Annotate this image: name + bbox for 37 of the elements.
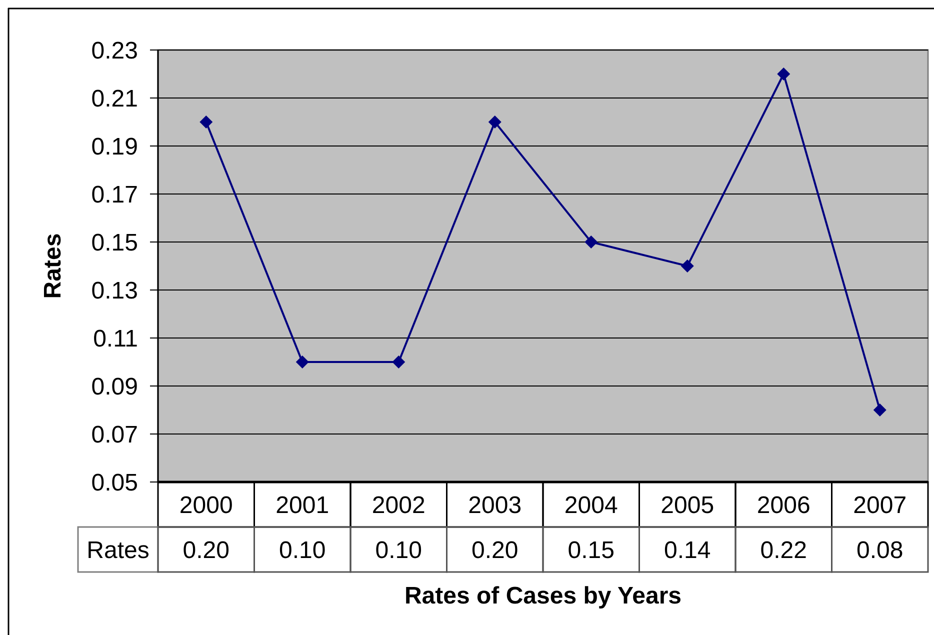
data-label: 0.20 — [182, 536, 230, 564]
point — [777, 68, 790, 80]
x-tick-label: 2000 — [179, 492, 233, 519]
data-label: 0.22 — [760, 536, 807, 564]
y-tick-label: 0.07 — [91, 421, 138, 448]
point — [488, 116, 502, 128]
point — [873, 404, 886, 416]
data-label: 0.14 — [664, 536, 711, 564]
y-tick-label: 0.21 — [91, 85, 138, 112]
point — [680, 260, 694, 272]
y-tick-label: 0.15 — [91, 229, 138, 256]
data-label: 0.15 — [568, 536, 614, 564]
x-tick-label: 2001 — [276, 492, 330, 519]
y-tick-label: 0.11 — [93, 325, 138, 352]
y-tick-label: 0.13 — [91, 277, 138, 304]
x-tick-label: 2002 — [372, 492, 426, 519]
x-tick-label: 2004 — [564, 492, 618, 519]
text: Rates — [86, 536, 150, 564]
data-label: 0.20 — [472, 536, 518, 564]
x-tick-label: 2003 — [468, 492, 522, 519]
point — [584, 236, 598, 248]
x-tick-label: 2006 — [756, 492, 810, 519]
x-axis-title: Rates of Cases by Years — [404, 582, 682, 610]
point — [200, 116, 213, 128]
y-axis-title: Rates — [39, 233, 66, 299]
x-tick-label: 2007 — [853, 492, 907, 519]
y-tick-label: 0.17 — [91, 181, 138, 208]
data-label: 0.08 — [856, 536, 904, 564]
y-tick-label: 0.09 — [91, 373, 138, 400]
y-tick-label: 0.05 — [91, 469, 138, 496]
y-tick-label: 0.19 — [91, 133, 138, 160]
data-label: 0.10 — [375, 536, 422, 564]
point — [392, 356, 406, 368]
x-tick-label: 2005 — [660, 492, 714, 519]
point — [296, 356, 309, 368]
data-label: 0.10 — [279, 536, 326, 564]
y-tick-label: 0.23 — [91, 37, 138, 64]
